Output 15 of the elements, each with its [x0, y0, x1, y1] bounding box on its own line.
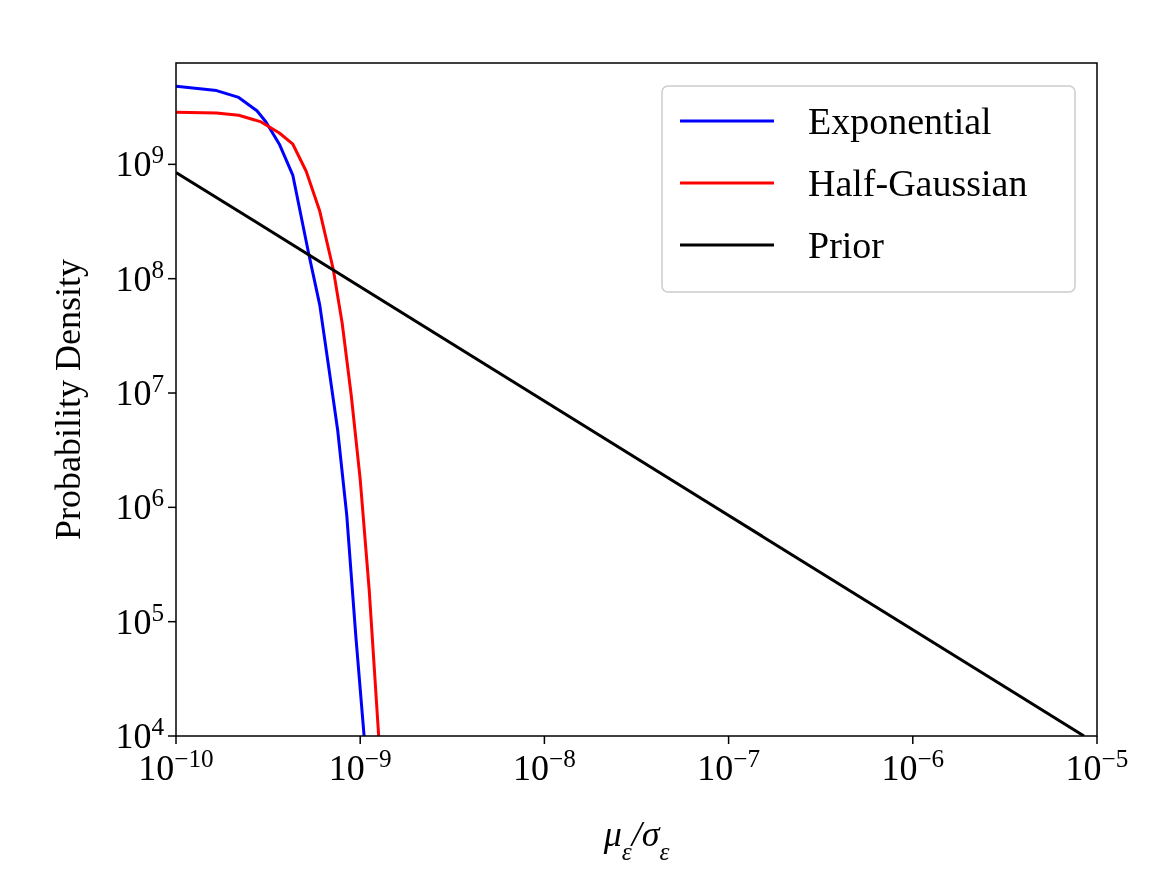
y-tick-label: 10$^{6}$	[115, 483, 164, 528]
x-tick-label: 10$^{−8}$	[512, 744, 576, 788]
x-tick-label: 10$^{−9}$	[328, 744, 392, 788]
x-tick-label: 10$^{−7}$	[697, 744, 761, 788]
y-tick-label: 10$^{5}$	[115, 598, 164, 642]
y-tick-label: 10$^{7}$	[115, 369, 164, 414]
y-tick-label: 10$^{9}$	[115, 140, 164, 185]
y-tick-label: 10$^{8}$	[115, 255, 164, 299]
x-axis-title: μ$_{ε}$/σ$_{ε}$	[602, 814, 670, 865]
y-axis-title: Probability Density	[48, 259, 88, 540]
x-tick-label: 10$^{−5}$	[1065, 744, 1129, 788]
legend-label: Half-Gaussian	[808, 162, 1028, 204]
x-tick-label: 10$^{−6}$	[881, 744, 945, 788]
legend-label: Prior	[808, 224, 885, 266]
legend-label: Exponential	[808, 100, 992, 142]
